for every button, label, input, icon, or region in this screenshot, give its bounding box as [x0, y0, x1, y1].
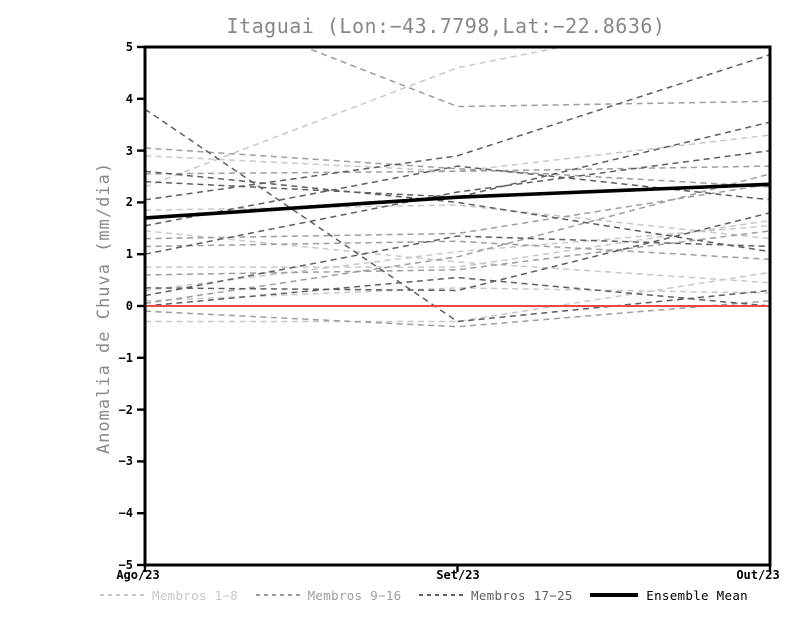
y-tick-label: −5 — [118, 558, 133, 572]
ensemble-member-line-g2 — [302, 47, 770, 108]
y-tick-label: 4 — [125, 91, 133, 106]
x-tick-label-set: Set/23 — [436, 568, 480, 582]
chart-title: Itaguai (Lon:−43.7798,Lat:−22.8636) — [226, 14, 666, 38]
y-tick-label: 1 — [125, 247, 133, 262]
legend-label: Ensemble Mean — [646, 587, 748, 603]
ensemble-member-line-g1 — [145, 271, 770, 323]
ensemble-member-line-g2 — [145, 173, 770, 305]
x-tick-label-ago: Ago/23 — [116, 568, 160, 582]
legend: Membros 1−8 Membros 9−16 Membros 17−25 Ense… — [100, 586, 748, 604]
y-tick-label: −3 — [118, 454, 133, 469]
legend-label: Membros 17−25 — [471, 587, 573, 603]
x-tick-label-out: Out/23 — [736, 568, 780, 582]
y-tick-label: 2 — [125, 195, 133, 210]
ensemble-mean-line — [144, 182, 771, 220]
y-tick-label: −4 — [118, 506, 133, 521]
ensemble-member-line-g3 — [145, 212, 770, 292]
legend-dashed-line-sample — [100, 594, 144, 596]
legend-dashed-line-sample — [255, 594, 300, 596]
legend-item: Membros 17−25 — [419, 588, 573, 603]
legend-solid-line-sample — [590, 593, 639, 597]
ensemble-member-line-g3 — [145, 235, 770, 297]
ensemble-member-line-g2 — [145, 300, 770, 328]
legend-dashed-line-sample — [419, 594, 464, 596]
legend-item: Ensemble Mean — [590, 588, 748, 603]
plot-lines-group — [145, 47, 770, 328]
ensemble-member-line-g2 — [145, 165, 770, 175]
ensemble-member-line-g3 — [145, 149, 770, 255]
ensemble-member-line-g2 — [145, 147, 770, 188]
legend-label: Membros 9−16 — [307, 587, 402, 603]
legend-item: Membros 9−16 — [255, 587, 402, 603]
y-tick-label: −1 — [118, 350, 133, 365]
y-tick-label: 0 — [125, 299, 133, 313]
ensemble-member-line-g3 — [145, 54, 770, 201]
legend-item: Membros 1−8 — [100, 588, 238, 603]
ensemble-member-line-g3 — [145, 276, 770, 307]
ensemble-member-line-g1 — [145, 47, 566, 188]
legend-label: Membros 1−8 — [152, 587, 239, 603]
y-tick-label: 3 — [125, 143, 133, 158]
y-tick-label: −2 — [118, 402, 133, 417]
ensemble-member-line-g3 — [145, 121, 770, 198]
y-tick-label: 5 — [125, 40, 133, 54]
